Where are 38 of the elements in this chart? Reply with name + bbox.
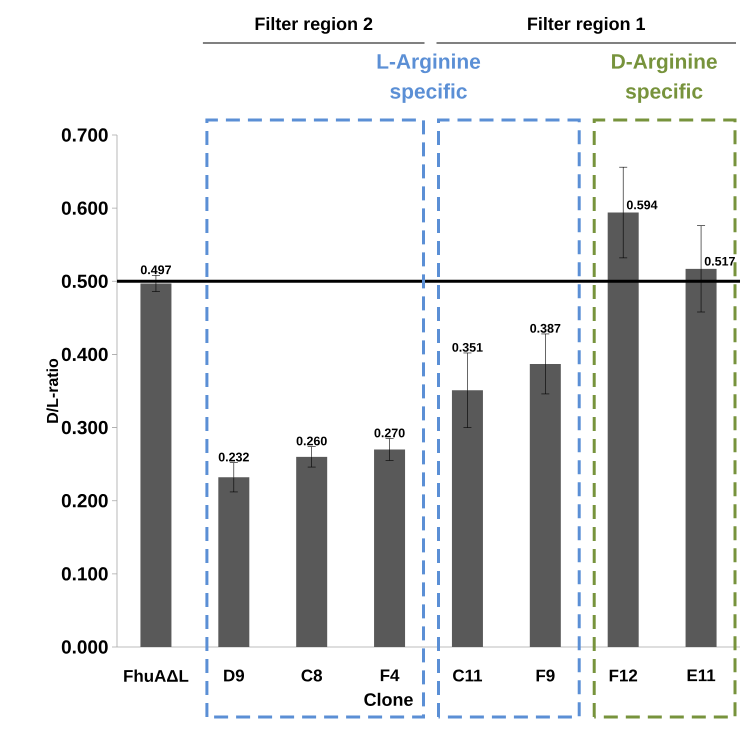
- bar: [686, 268, 717, 647]
- x-tick-label: FhuAΔL: [124, 670, 188, 682]
- data-label: 0.517: [704, 256, 735, 266]
- y-tick-label: 0.100: [62, 567, 108, 581]
- bar: [140, 283, 172, 647]
- data-label: 0.387: [530, 324, 560, 333]
- y-tick-label: 0.600: [62, 201, 108, 215]
- bar: [608, 212, 639, 647]
- bar: [530, 364, 561, 647]
- x-axis-title: Clone: [364, 692, 413, 706]
- y-tick-label: 0.200: [62, 494, 108, 508]
- bar: [218, 477, 250, 647]
- y-tick-label: 0.400: [62, 348, 108, 362]
- bar: [452, 390, 483, 647]
- x-tick-label: E11: [688, 670, 716, 682]
- y-tick-label: 0.700: [62, 128, 108, 142]
- data-label: 0.232: [218, 452, 249, 462]
- y-tick-label: 0.500: [62, 274, 108, 288]
- x-tick-label: F12: [610, 670, 638, 682]
- x-tick-label: C11: [453, 670, 482, 682]
- text: Filter region 2: [256, 16, 372, 34]
- y-tick-label: 0.300: [62, 420, 108, 434]
- y-tick-label: 0.000: [62, 640, 108, 654]
- data-label: 0.351: [452, 342, 483, 352]
- text: L-Arginine specific: [378, 54, 480, 103]
- bar: [374, 450, 406, 647]
- text: Filter region 1: [528, 16, 646, 34]
- x-tick-label: F4: [380, 670, 400, 682]
- data-label: 0.260: [296, 436, 327, 446]
- data-label: 0.594: [626, 200, 658, 210]
- bar: [296, 456, 328, 647]
- y-axis-title: D/L-ratio: [46, 358, 58, 423]
- text: D-Arginine specific: [612, 54, 717, 103]
- data-label: 0.497: [140, 265, 171, 274]
- data-label: 0.270: [374, 428, 405, 438]
- x-tick-label: C8: [302, 670, 322, 682]
- x-tick-label: D9: [224, 670, 244, 682]
- x-tick-label: F9: [536, 670, 555, 682]
